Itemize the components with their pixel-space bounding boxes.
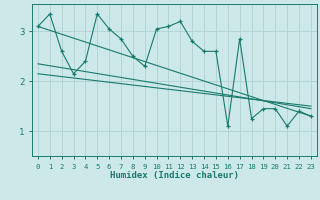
X-axis label: Humidex (Indice chaleur): Humidex (Indice chaleur)	[110, 171, 239, 180]
